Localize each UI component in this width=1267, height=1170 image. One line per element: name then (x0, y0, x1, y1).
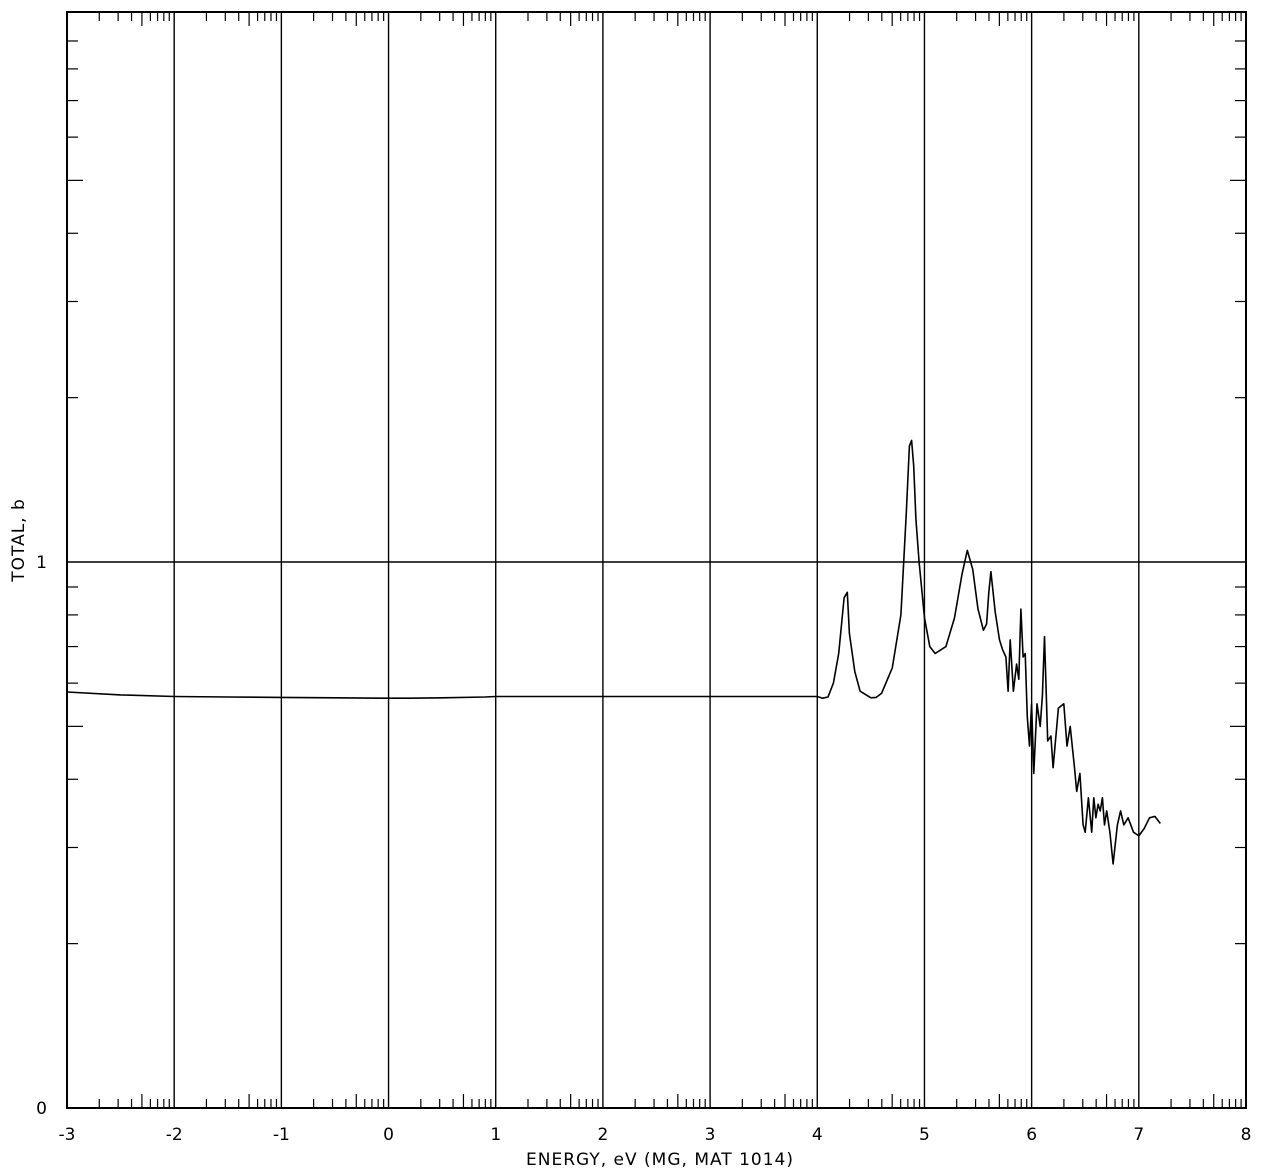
x-tick-label: 6 (1026, 1125, 1037, 1145)
y-tick-label: 1 (36, 553, 47, 573)
x-tick-label: 3 (705, 1125, 716, 1145)
x-tick-label: 8 (1241, 1125, 1252, 1145)
x-tick-label: 5 (919, 1125, 930, 1145)
x-axis-label: ENERGY, eV (MG, MAT 1014) (526, 1150, 794, 1170)
x-tick-label: 1 (490, 1125, 501, 1145)
x-tick-label: 2 (597, 1125, 608, 1145)
x-tick-label: -1 (273, 1125, 290, 1145)
x-tick-label: -2 (166, 1125, 183, 1145)
y-tick-label: 0 (36, 1099, 47, 1119)
grid (67, 12, 1246, 1108)
minor-ticks (67, 12, 1246, 1108)
plot-frame (66, 11, 1247, 1109)
y-axis-label: TOTAL, b (9, 498, 29, 583)
y-tick-labels: 01 (36, 553, 47, 1119)
x-tick-label: 4 (812, 1125, 823, 1145)
data-line (66, 439, 1161, 865)
x-tick-labels: -3 -2 -1 0 1 2 3 4 5 6 7 8 (59, 1125, 1252, 1145)
x-tick-label: 7 (1133, 1125, 1144, 1145)
x-tick-label: 0 (383, 1125, 394, 1145)
x-tick-label: -3 (59, 1125, 76, 1145)
